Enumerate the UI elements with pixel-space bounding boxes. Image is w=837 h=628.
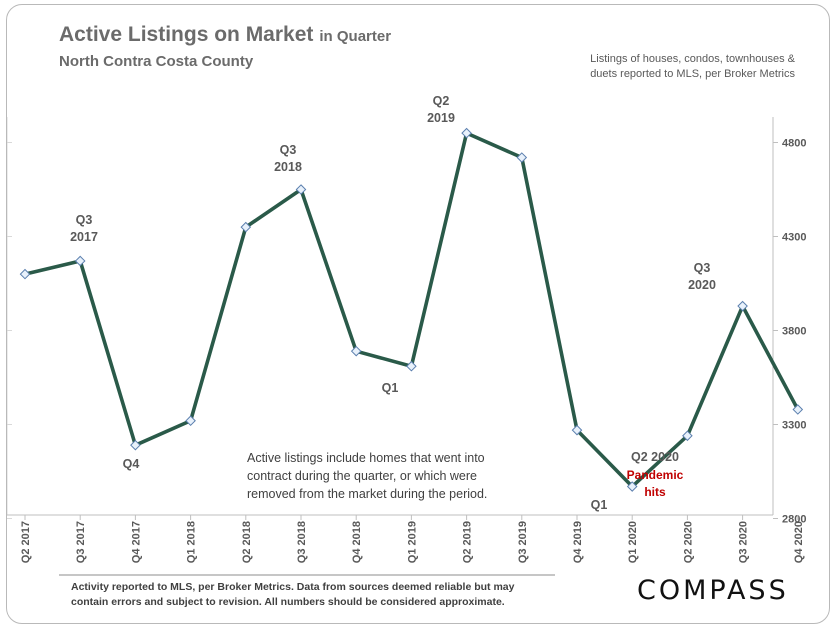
data-point <box>240 221 252 233</box>
annotation-line: hits <box>644 485 666 499</box>
source-note-line-2: duets reported to MLS, per Broker Metric… <box>590 68 795 80</box>
point-annotation: Q2 2020 <box>631 450 679 464</box>
x-tick-label: Q3 2020 <box>738 521 750 563</box>
chart-title-line: Active Listings on Market in Quarter <box>59 23 391 46</box>
chart-subtitle: North Contra Costa County <box>59 53 254 70</box>
x-tick-label: Q2 2018 <box>241 521 253 563</box>
annotation-line: Q1 <box>591 498 608 512</box>
series-layer <box>19 127 804 492</box>
data-point <box>295 184 307 195</box>
chart-frame: Active Listings on Market in Quarter Nort… <box>6 4 830 624</box>
x-tick-label: Q1 2020 <box>627 521 639 563</box>
y-tick-label: 4800 <box>782 138 806 150</box>
pandemic-annotation: Pandemic hits <box>627 468 684 499</box>
source-note-line-1: Listings of houses, condos, townhouses & <box>590 53 796 65</box>
x-tick-label: Q2 2020 <box>682 521 694 563</box>
annotation-line: Q3 <box>280 143 297 157</box>
data-point <box>406 360 417 372</box>
annotation-line: 2020 <box>688 278 716 292</box>
x-tick-label: Q2 2017 <box>20 521 32 563</box>
data-point <box>19 268 31 280</box>
y-tick-label: 4300 <box>782 232 806 244</box>
axis-layer: 2800 3300 3800 4300 4800 Q2 2017 Q3 2017 Q4 201… <box>7 117 806 563</box>
compass-logo: COMPASS <box>637 575 789 606</box>
x-tick-label: Q1 2018 <box>186 521 198 563</box>
chart-svg: Active Listings on Market in Quarter Nort… <box>7 23 806 608</box>
point-annotation: Q4 <box>123 457 140 471</box>
annotation-line: Q2 <box>433 94 450 108</box>
annotation-line: Q1 <box>382 381 399 395</box>
center-note-line-2: contract during the quarter, or which we… <box>247 469 477 483</box>
data-point <box>130 439 141 451</box>
x-tick-label: Q2 2019 <box>462 521 474 563</box>
chart-title-suffix: in Quarter <box>319 28 391 45</box>
x-tick-label: Q4 2019 <box>572 521 584 563</box>
point-annotation: Q3 2020 <box>688 261 716 292</box>
annotation-line: Q4 <box>123 457 140 471</box>
x-tick-label: Q3 2017 <box>75 521 87 563</box>
point-annotation: Q3 2018 <box>274 143 302 174</box>
x-tick-label: Q4 2020 <box>793 521 805 563</box>
center-note-line-3: removed from the market during the perio… <box>247 487 487 501</box>
data-point <box>185 415 196 427</box>
footer-line-1: Activity reported to MLS, per Broker Met… <box>71 581 515 593</box>
x-tick-label: Q1 2019 <box>406 521 418 563</box>
y-tick-label: 2800 <box>782 514 806 526</box>
y-tick-label: 3300 <box>782 420 806 432</box>
data-point <box>792 404 804 415</box>
annotation-line: 2017 <box>70 230 98 244</box>
chart-title: Active Listings on Market <box>59 23 313 46</box>
data-point <box>626 481 638 492</box>
data-point <box>74 255 86 267</box>
point-annotation: Q1 <box>591 498 608 512</box>
point-annotation: Q3 2017 <box>70 213 98 244</box>
data-point <box>461 127 472 139</box>
point-annotation: Q2 2019 <box>427 94 455 125</box>
data-point <box>682 430 693 442</box>
y-tick-label: 3800 <box>782 326 806 338</box>
x-tick-label: Q4 2017 <box>130 521 142 563</box>
point-annotation: Q1 <box>382 381 399 395</box>
annotation-line: Q2 2020 <box>631 450 679 464</box>
annotation-layer: Q3 2017 Q4 Q3 2018 Q1 Q2 2019 Q1 Q2 2020 Pandemic h… <box>70 94 716 513</box>
annotation-line: 2019 <box>427 111 455 125</box>
footer-line-2: contain errors and subject to revision. … <box>71 596 505 608</box>
x-tick-label: Q3 2018 <box>296 521 308 563</box>
annotation-line: 2018 <box>274 160 302 174</box>
center-note-line-1: Active listings include homes that went … <box>247 451 485 465</box>
annotation-line: Q3 <box>694 261 711 275</box>
x-tick-label: Q4 2018 <box>351 521 363 563</box>
data-point <box>350 345 362 357</box>
annotation-knockout <box>587 495 611 513</box>
series-line <box>23 131 800 489</box>
x-tick-label: Q3 2019 <box>517 521 529 563</box>
annotation-line: Q3 <box>76 213 93 227</box>
annotation-line: Pandemic <box>627 468 684 482</box>
data-point <box>516 152 528 163</box>
data-point <box>571 424 583 436</box>
data-point <box>737 300 748 312</box>
